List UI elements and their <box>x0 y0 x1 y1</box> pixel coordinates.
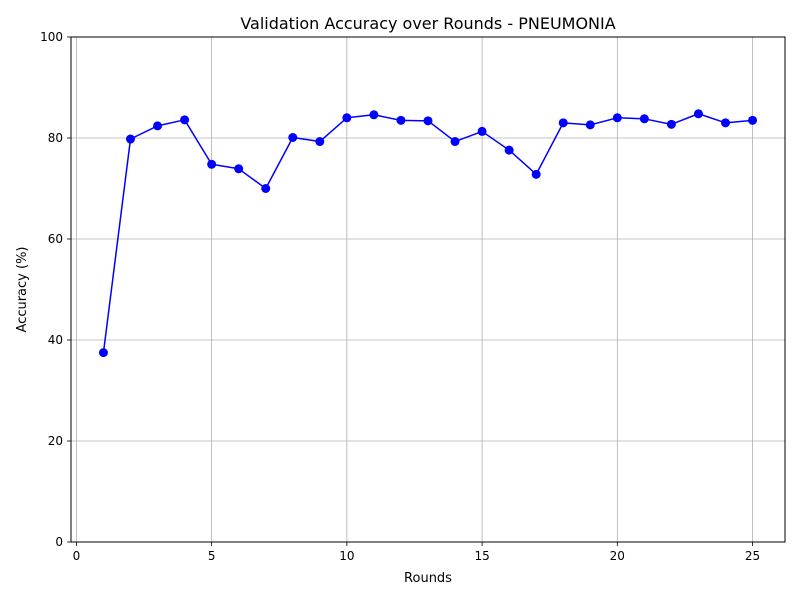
data-point <box>477 126 487 136</box>
data-point <box>315 137 325 147</box>
data-point <box>288 132 298 142</box>
y-tick-label: 60 <box>48 232 63 246</box>
y-tick-label: 20 <box>48 434 63 448</box>
data-point <box>639 114 649 124</box>
y-axis-label: Accuracy (%) <box>15 247 30 333</box>
data-point <box>153 121 163 131</box>
chart-title: Validation Accuracy over Rounds - PNEUMO… <box>240 14 615 33</box>
data-point <box>666 119 676 129</box>
x-axis-label: Rounds <box>404 571 452 586</box>
x-tick-label: 0 <box>73 549 81 563</box>
x-tick-label: 25 <box>745 549 760 563</box>
x-tick-label: 20 <box>610 549 625 563</box>
y-tick-label: 0 <box>55 535 63 549</box>
y-axis-ticks: 0 20 40 60 80 100 <box>40 30 71 549</box>
data-point <box>396 115 406 125</box>
data-point <box>531 169 541 179</box>
y-tick-label: 100 <box>40 30 63 44</box>
data-series <box>98 109 758 358</box>
data-point <box>369 110 379 120</box>
data-point <box>98 348 108 358</box>
x-axis-ticks: 0 5 10 15 20 25 <box>73 542 760 563</box>
data-point <box>126 134 135 144</box>
data-point <box>342 113 352 123</box>
data-point <box>450 137 460 147</box>
data-point <box>612 113 622 123</box>
data-point <box>261 184 271 193</box>
data-point <box>585 120 595 130</box>
y-tick-label: 80 <box>48 131 63 145</box>
plot-frame <box>70 36 786 543</box>
data-point <box>504 145 514 155</box>
x-tick-label: 10 <box>339 549 354 563</box>
data-point <box>558 118 568 128</box>
y-tick-label: 40 <box>48 333 63 347</box>
data-point <box>180 115 190 125</box>
data-point <box>693 109 703 119</box>
data-point <box>234 164 244 174</box>
x-tick-label: 15 <box>474 549 489 563</box>
data-point <box>721 118 730 128</box>
data-point <box>748 115 758 125</box>
x-tick-label: 5 <box>208 549 216 563</box>
data-point <box>423 116 433 126</box>
data-point <box>207 159 217 169</box>
